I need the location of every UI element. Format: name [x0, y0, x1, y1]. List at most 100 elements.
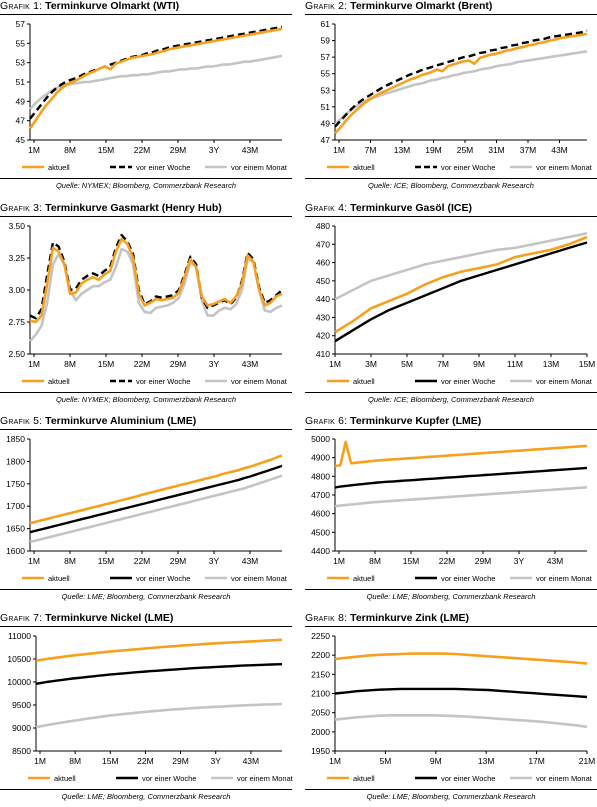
x-tick-label: 15M	[98, 556, 115, 566]
series-line-woche	[334, 687, 588, 699]
y-tick-label: 3.50	[8, 221, 25, 231]
series-line-aktuell	[334, 652, 588, 665]
x-tick-label: 31M	[488, 145, 505, 155]
y-tick-label: 1750	[6, 479, 25, 489]
chart-source: Quelle: LME; Bloomberg, Commerzbank Rese…	[366, 792, 536, 801]
x-tick-label: 22M	[134, 359, 151, 369]
y-tick-label: 1700	[6, 501, 25, 511]
legend-label-aktuell: aktuell	[48, 377, 70, 386]
x-tick-label: 9M	[473, 359, 485, 369]
series-line-aktuell	[334, 235, 588, 334]
line-chart: 45 47 49 51 53 55 57 1M 8M 15M 22M 29M 3Y 43M aktuell v…	[16, 19, 288, 172]
y-tick-label: 49	[16, 96, 26, 106]
series-line-woche	[334, 29, 588, 128]
x-tick-label: 8M	[64, 145, 76, 155]
chart-panel-7: Grafik 7: Terminkurve Nickel (LME) 8500 90…	[0, 612, 294, 807]
series-line-woche	[29, 25, 283, 120]
y-tick-label: 47	[321, 135, 331, 145]
chart-title-text: Terminkurve Olmarkt (WTI)	[42, 0, 180, 12]
chart-source: Quelle: ICE; Bloomberg, Commerzbank Rese…	[368, 395, 534, 404]
y-tick-label: 55	[16, 38, 26, 48]
chart-bottom-rule	[0, 589, 292, 590]
x-tick-label: 15M	[98, 145, 115, 155]
chart-panel-4: Grafik 4: Terminkurve Gasöl (ICE) 410 420 4…	[305, 202, 597, 410]
legend-label-monat: vor einem Monat	[237, 774, 294, 783]
legend-label-aktuell: aktuell	[48, 163, 70, 172]
x-tick-label: 29M	[170, 359, 187, 369]
chart-source: Quelle: LME; Bloomberg, Commerzbank Rese…	[61, 792, 231, 801]
x-tick-label: 1M	[333, 145, 345, 155]
legend-label-aktuell: aktuell	[48, 574, 70, 583]
y-tick-label: 4600	[311, 509, 330, 519]
y-tick-label: 2.50	[8, 349, 25, 359]
x-tick-label: 15M	[403, 556, 420, 566]
x-tick-label: 25M	[457, 145, 474, 155]
y-tick-label: 450	[316, 276, 330, 286]
y-tick-label: 51	[321, 102, 331, 112]
x-tick-label: 7M	[437, 359, 449, 369]
y-tick-label: 55	[321, 69, 331, 79]
x-tick-label: 1M	[34, 756, 46, 766]
chart-title: Grafik 8: Terminkurve Zink (LME)	[305, 612, 469, 624]
title-rule	[0, 429, 292, 430]
series-line-monat	[334, 232, 588, 301]
y-tick-label: 2.75	[8, 317, 25, 327]
x-tick-label: 13M	[478, 756, 495, 766]
y-tick-label: 1850	[6, 434, 25, 444]
x-tick-label: 22M	[134, 145, 151, 155]
x-tick-label: 29M	[170, 556, 187, 566]
chart-bottom-rule	[305, 589, 597, 590]
chart-number-label: Grafik 5:	[0, 415, 43, 427]
chart-number-label: Grafik 2:	[305, 0, 348, 12]
series-line-woche	[29, 464, 283, 534]
y-tick-label: 49	[321, 118, 331, 128]
y-tick-label: 4800	[311, 471, 330, 481]
legend-label-woche: vor einer Woche	[441, 774, 495, 783]
chart-title-text: Terminkurve Olmarkt (Brent)	[347, 0, 493, 12]
chart-bottom-rule	[0, 789, 292, 790]
title-rule	[305, 14, 597, 15]
y-tick-label: 5000	[311, 434, 330, 444]
x-tick-label: 29M	[170, 145, 187, 155]
y-tick-label: 410	[316, 349, 330, 359]
y-tick-label: 61	[321, 19, 331, 29]
x-tick-label: 5M	[401, 359, 413, 369]
legend-label-woche: vor einer Woche	[136, 163, 190, 172]
x-tick-label: 37M	[520, 145, 537, 155]
chart-bottom-rule	[0, 392, 292, 393]
x-tick-label: 1M	[333, 556, 345, 566]
chart-source: Quelle: NYMEX; Bloomberg, Commerzbank Re…	[55, 395, 237, 404]
chart-bottom-rule	[0, 178, 292, 179]
y-tick-label: 4400	[311, 546, 330, 556]
x-tick-label: 43M	[242, 359, 259, 369]
x-tick-label: 3Y	[209, 359, 220, 369]
y-tick-label: 2150	[311, 669, 330, 679]
series-line-aktuell	[28, 27, 283, 130]
legend-label-monat: vor einem Monat	[536, 774, 593, 783]
x-tick-label: 1M	[28, 359, 40, 369]
chart-source: Quelle: LME; Bloomberg, Commerzbank Rese…	[366, 592, 536, 601]
series-line-aktuell	[334, 32, 588, 135]
x-tick-label: 7M	[365, 145, 377, 155]
series-line-woche	[35, 663, 283, 685]
title-rule	[0, 14, 292, 15]
legend-label-woche: vor einer Woche	[441, 377, 495, 386]
chart-title: Grafik 6: Terminkurve Kupfer (LME)	[305, 415, 481, 427]
y-tick-label: 45	[16, 135, 26, 145]
y-tick-label: 57	[16, 19, 26, 29]
x-tick-label: 17M	[528, 756, 545, 766]
chart-source: Quelle: NYMEX; Bloomberg, Commerzbank Re…	[55, 181, 237, 190]
x-tick-label: 3Y	[211, 756, 222, 766]
y-tick-label: 9000	[12, 723, 31, 733]
series-line-woche	[29, 233, 283, 320]
chart-title: Grafik 2: Terminkurve Olmarkt (Brent)	[305, 0, 492, 12]
chart-panel-2: Grafik 2: Terminkurve Olmarkt (Brent) 47 4…	[305, 0, 597, 196]
y-tick-label: 10000	[7, 677, 31, 687]
x-tick-label: 43M	[547, 556, 564, 566]
chart-bottom-rule	[305, 392, 597, 393]
legend-label-monat: vor einem Monat	[536, 163, 593, 172]
chart-title: Grafik 1: Terminkurve Olmarkt (WTI)	[0, 0, 179, 12]
y-tick-label: 440	[316, 294, 330, 304]
y-tick-label: 3.25	[8, 253, 25, 263]
legend-label-monat: vor einem Monat	[231, 377, 288, 386]
